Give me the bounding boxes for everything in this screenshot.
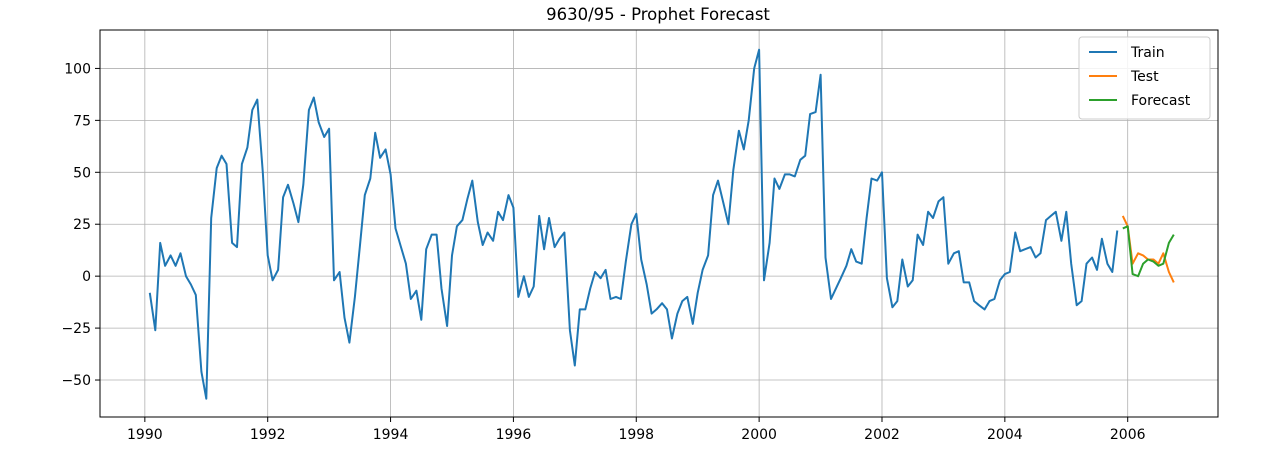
x-tick-label: 2002 [864,427,900,443]
x-axis-ticks: 1990 1992 1994 1996 1998 2000 2002 2004 2006 [127,417,1146,443]
x-tick-label: 1994 [373,427,409,443]
legend-label-test: Test [1130,69,1159,85]
series-line-train [148,48,1119,400]
legend-label-forecast: Forecast [1131,93,1191,109]
y-tick-label: 50 [73,165,91,181]
legend-label-train: Train [1130,45,1165,61]
y-tick-label: −50 [61,373,91,389]
x-tick-label: 2000 [741,427,777,443]
plot-area-frame [99,29,1219,418]
x-tick-label: 2004 [987,427,1023,443]
chart-title: 9630/95 - Prophet Forecast [546,5,770,24]
x-tick-label: 1996 [496,427,532,443]
chart-legend: Train Test Forecast [1078,36,1211,120]
y-tick-label: −25 [61,321,91,337]
y-tick-label: 25 [73,217,91,233]
y-tick-label: 0 [82,269,91,285]
y-tick-label: 100 [64,61,91,77]
x-tick-label: 1990 [127,427,163,443]
series-line-forecast [1122,225,1175,278]
x-tick-label: 2006 [1110,427,1146,443]
series-lines [148,48,1175,400]
x-tick-label: 1992 [250,427,286,443]
y-axis-ticks: −50 −25 0 25 50 75 100 [61,61,100,389]
grid-lines [100,30,1218,417]
x-tick-label: 1998 [618,427,654,443]
legend-box [1078,36,1211,120]
y-tick-label: 75 [73,113,91,129]
